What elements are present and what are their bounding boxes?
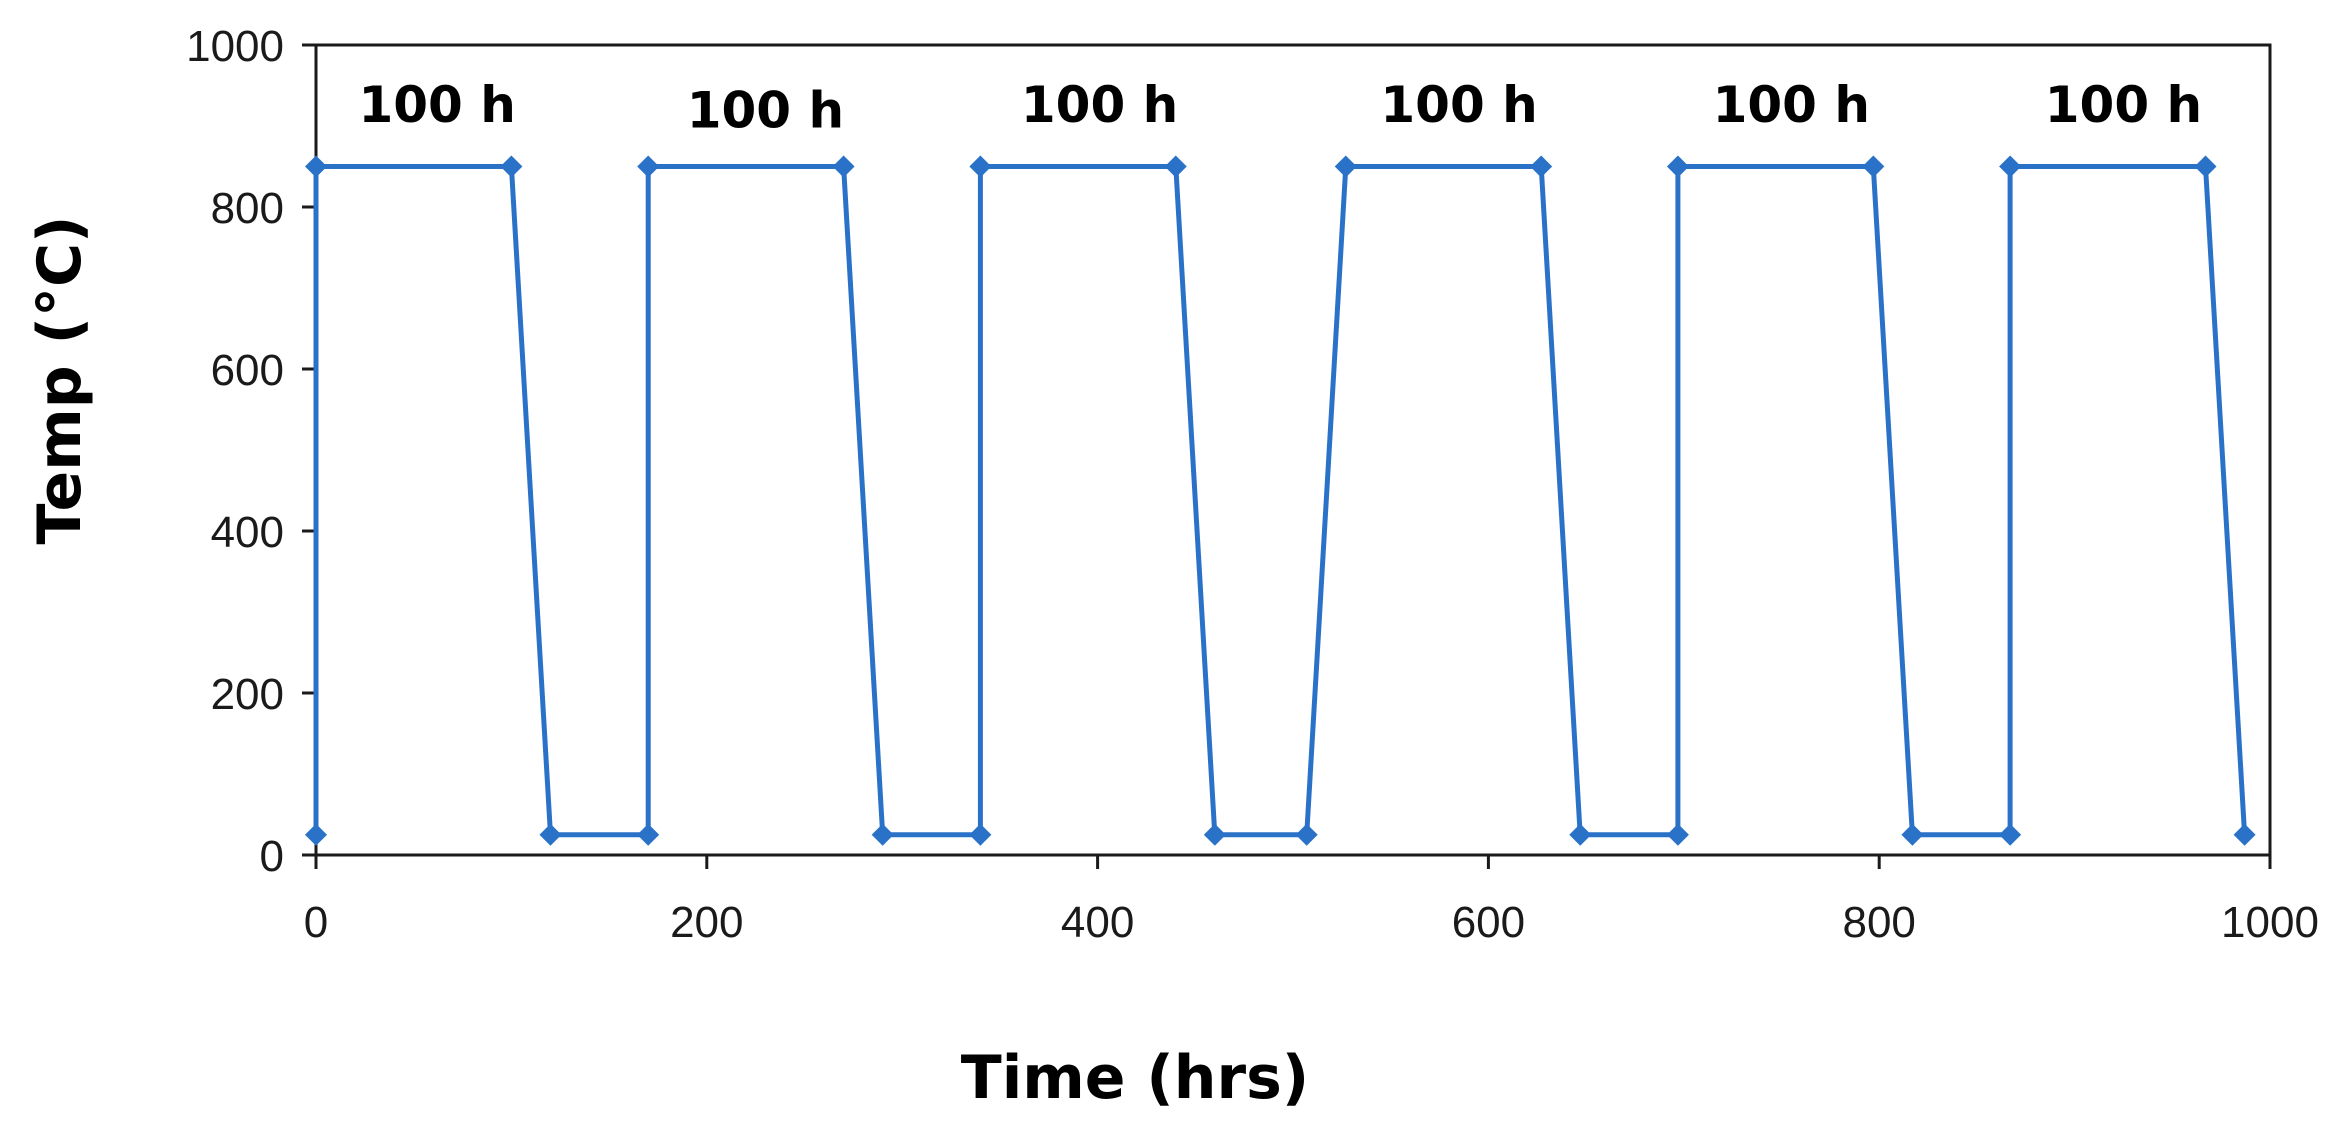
data-point-marker	[1569, 823, 1592, 846]
data-point-marker	[500, 155, 523, 178]
data-point-marker	[969, 823, 992, 846]
axes: 0 200 400 600 800 1000 0 200 400 600 800 1000	[186, 22, 2319, 947]
x-tick-label: 200	[670, 898, 743, 947]
data-point-marker	[1999, 823, 2022, 846]
hold-duration-label: 100 h	[1021, 76, 1178, 134]
data-point-marker	[637, 155, 660, 178]
data-point-marker	[1666, 823, 1689, 846]
y-tick-label: 400	[211, 508, 284, 557]
plot-frame	[314, 43, 2272, 857]
hold-duration-label: 100 h	[1380, 76, 1537, 134]
data-point-marker	[1862, 155, 1885, 178]
y-axis-title: Temp (°C)	[25, 216, 95, 545]
data-point-marker	[1164, 155, 1187, 178]
annotations-layer: 100 h 100 h 100 h 100 h 100 h 100 h	[358, 76, 2202, 140]
series-line	[313, 164, 2248, 838]
data-point-marker	[2194, 155, 2217, 178]
y-tick-label: 200	[211, 670, 284, 719]
data-point-marker	[305, 155, 327, 178]
data-point-marker	[2233, 823, 2256, 846]
hold-duration-label: 100 h	[687, 82, 844, 140]
x-tick-label: 1000	[2221, 898, 2319, 947]
data-point-marker	[1203, 823, 1226, 846]
hold-duration-label: 100 h	[1713, 76, 1870, 134]
data-point-marker	[539, 823, 562, 846]
x-axis-title: Time (hrs)	[961, 1043, 1309, 1113]
plot-area	[314, 43, 2272, 857]
series-layer	[305, 155, 2256, 846]
data-point-marker	[871, 823, 894, 846]
y-tick-label: 0	[260, 832, 284, 881]
x-tick-label: 800	[1842, 898, 1915, 947]
data-point-marker	[1901, 823, 1924, 846]
data-point-marker	[637, 823, 660, 846]
data-point-marker	[969, 155, 992, 178]
x-tick-label: 600	[1452, 898, 1525, 947]
data-point-marker	[305, 823, 327, 846]
data-point-marker	[1295, 823, 1318, 846]
y-tick-label: 600	[211, 346, 284, 395]
data-point-marker	[1334, 155, 1357, 178]
data-point-marker	[1666, 155, 1689, 178]
hold-duration-label: 100 h	[358, 76, 515, 134]
data-point-marker	[1999, 155, 2022, 178]
data-point-marker	[1530, 155, 1553, 178]
x-tick-label: 0	[304, 898, 328, 947]
y-tick-label: 800	[211, 184, 284, 233]
x-tick-label: 400	[1061, 898, 1134, 947]
hold-duration-label: 100 h	[2045, 76, 2202, 134]
y-tick-label: 1000	[186, 22, 284, 71]
data-point-marker	[832, 155, 855, 178]
